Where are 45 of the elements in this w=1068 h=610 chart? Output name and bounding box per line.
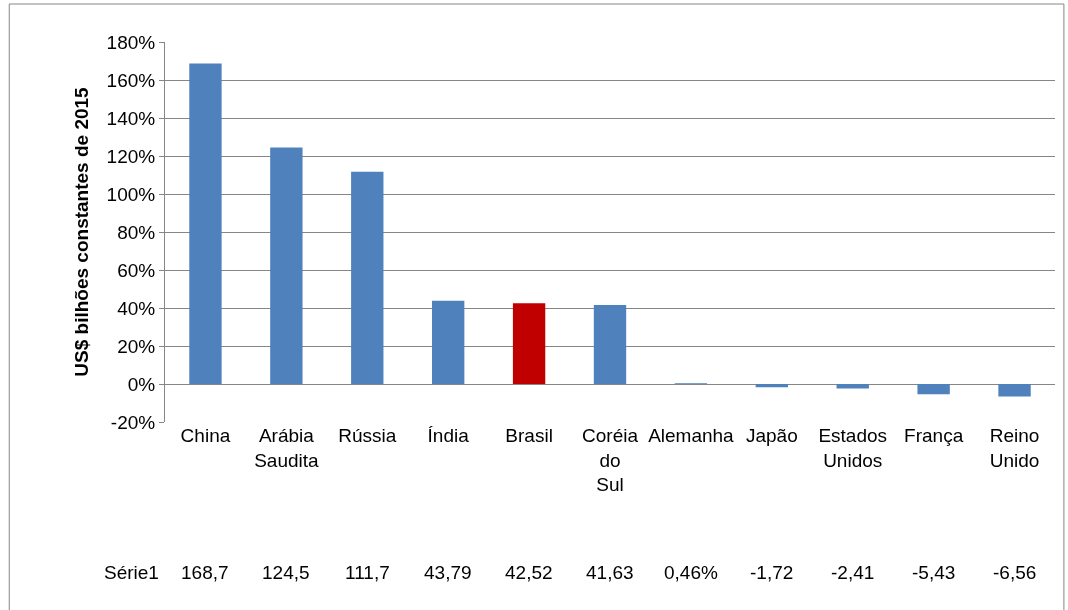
x-tick-label: Coréia do Sul — [582, 425, 639, 496]
text: Série1 — [104, 562, 159, 583]
data-label: 42,52 — [505, 562, 553, 583]
y-tick-label: 160% — [106, 69, 156, 91]
data-label: -2,41 — [831, 562, 875, 583]
y-tick-label: 120% — [106, 145, 156, 167]
bar — [432, 300, 465, 384]
bar — [351, 171, 384, 384]
y-tick-label: 40% — [117, 297, 156, 319]
x-tick-label: Alemanha — [648, 425, 735, 446]
data-label: -5,43 — [912, 562, 956, 583]
bar — [512, 303, 546, 384]
data-label: 124,5 — [262, 562, 310, 583]
y-tick-label: 0% — [127, 373, 156, 395]
x-tick-label: França — [904, 425, 964, 446]
data-label: 41,63 — [586, 562, 634, 583]
data-label: 111,7 — [345, 562, 390, 583]
data-label: -1,72 — [750, 562, 794, 583]
bar — [917, 384, 950, 395]
y-axis-title: US$ bilhões constantes de 2015 — [71, 86, 93, 377]
bar — [998, 384, 1031, 397]
x-tick-label: Rússia — [338, 425, 397, 446]
data-label: 168,7 — [181, 562, 229, 583]
data-label: -6,56 — [993, 562, 1037, 583]
x-tick-label: Reino Unido — [989, 425, 1040, 471]
y-tick-label: 140% — [106, 107, 156, 129]
x-tick-label: Brasil — [505, 425, 553, 446]
bar — [189, 63, 222, 384]
bar — [593, 304, 627, 384]
y-tick-label: -20% — [110, 411, 156, 433]
bar — [755, 384, 788, 388]
x-tick-label: Arábia Saudita — [254, 425, 320, 471]
data-label: 43,79 — [424, 562, 472, 583]
x-tick-label: Japão — [745, 425, 798, 446]
y-tick-label: 80% — [117, 221, 156, 243]
y-tick-label: 60% — [117, 259, 156, 281]
bar — [836, 384, 869, 389]
y-tick-label: 20% — [117, 335, 156, 357]
data-label: 0,46% — [664, 562, 718, 583]
x-tick-label: Estados Unidos — [818, 425, 888, 471]
x-tick-label: Índia — [427, 425, 470, 446]
x-tick-label: China — [180, 425, 231, 446]
bar — [270, 147, 303, 384]
y-tick-label: 180% — [106, 31, 156, 53]
y-tick-label: 100% — [106, 183, 156, 205]
